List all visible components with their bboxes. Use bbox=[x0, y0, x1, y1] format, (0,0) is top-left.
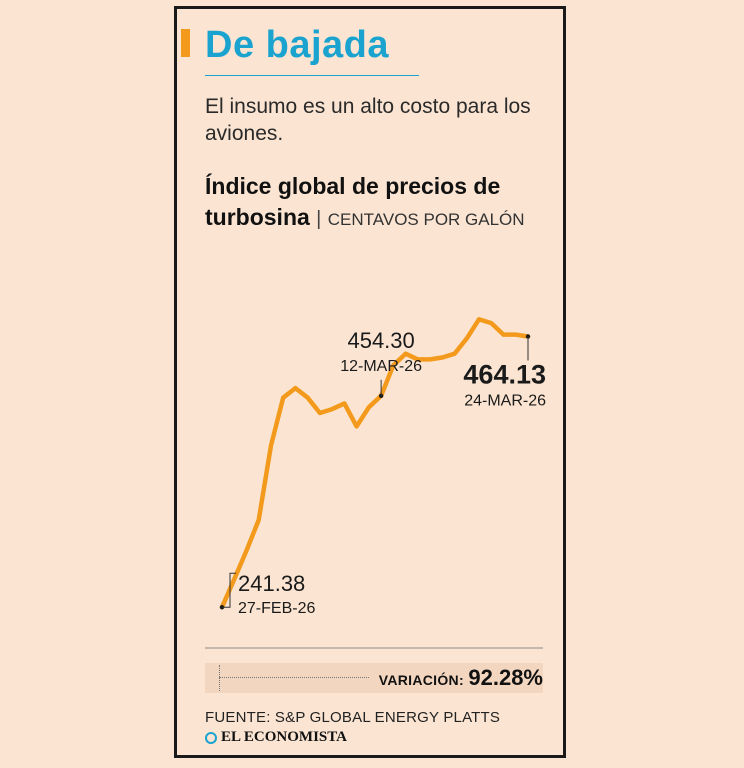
headline: De bajada bbox=[205, 24, 390, 66]
variation-text: VARIACIÓN: 92.28% bbox=[379, 663, 543, 696]
variation-value: 92.28% bbox=[468, 665, 543, 690]
callout-line bbox=[222, 572, 236, 608]
accent-bar bbox=[181, 29, 190, 57]
variation-box: VARIACIÓN: 92.28% bbox=[205, 663, 543, 693]
annotation-value-start: 241.38 bbox=[238, 571, 305, 596]
line-chart: 241.38 27-FEB-26 454.30 12-MAR-26 464.13 24-M… bbox=[205, 317, 546, 649]
chart-title-main: Índice global de precios de turbosina bbox=[205, 173, 501, 230]
variation-tick bbox=[219, 665, 220, 691]
headline-rule bbox=[205, 75, 419, 76]
title-separator: | bbox=[316, 208, 322, 230]
subtitle: El insumo es un alto costo para los avio… bbox=[205, 95, 531, 145]
chart-title: Índice global de precios de turbosina | … bbox=[205, 171, 555, 235]
chart-marks: 241.38 27-FEB-26 454.30 12-MAR-26 464.13 24-M… bbox=[219, 328, 546, 617]
source-note: FUENTE: S&P GLOBAL ENERGY PLATTS bbox=[205, 709, 501, 726]
brand-icon bbox=[205, 731, 217, 744]
infographic-card: De bajada El insumo es un alto costo par… bbox=[174, 6, 566, 758]
brand-name: EL ECONOMISTA bbox=[221, 729, 347, 745]
annotation-date-peak: 12-MAR-26 bbox=[340, 358, 422, 375]
chart-unit: CENTAVOS POR GALÓN bbox=[327, 210, 525, 229]
annotation-date-start: 27-FEB-26 bbox=[238, 600, 315, 617]
variation-dotted-line bbox=[219, 677, 369, 678]
annotation-date-end: 24-MAR-26 bbox=[464, 393, 546, 410]
variation-label: VARIACIÓN: bbox=[378, 672, 464, 688]
series-line bbox=[219, 317, 531, 610]
annotation-value-peak: 454.30 bbox=[347, 328, 414, 353]
annotation-value-end: 464.13 bbox=[463, 360, 546, 390]
brand-logo: EL ECONOMISTA bbox=[205, 729, 347, 746]
